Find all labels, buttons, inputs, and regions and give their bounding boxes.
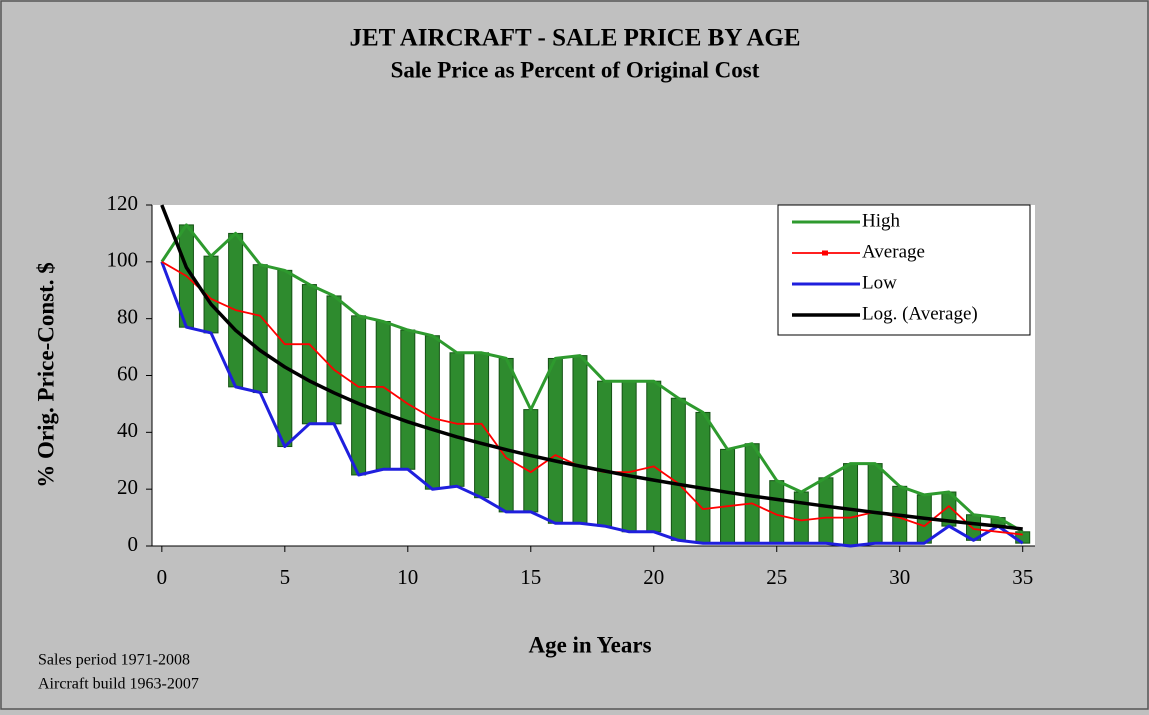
x-tick-label: 20 [643,565,664,589]
range-bar [498,357,514,513]
note: Aircraft build 1963-2007 [38,676,199,693]
x-tick-label: 0 [157,565,168,589]
series-line [160,223,1024,534]
y-tick-label: 20 [117,475,138,499]
legend-label: Log. (Average) [862,303,978,324]
range-bar [670,397,686,541]
range-bar [301,284,317,425]
range-bar [326,295,342,425]
chart-title: JET AIRCRAFT - SALE PRICE BY AGE [349,25,800,52]
note: Sales period 1971-2008 [38,652,190,669]
range-bar [793,491,809,544]
series-line [160,204,1023,531]
chart-subtitle: Sale Price as Percent of Original Cost [391,57,760,82]
y-tick-label: 40 [117,418,138,442]
series-line [160,261,1024,548]
legend-label: Average [862,241,925,262]
range-bar [646,380,662,533]
range-bar [597,380,613,527]
x-tick-label: 25 [766,565,787,589]
legend-marker [822,250,828,256]
range-bar [424,335,440,490]
range-bar [572,355,588,524]
range-bar [867,463,883,544]
x-tick-label: 30 [889,565,910,589]
range-bar [621,380,637,533]
range-bar [523,409,539,513]
x-axis-label: Age in Years [528,632,651,657]
range-bar [818,477,834,544]
range-bar [843,463,859,547]
y-tick-label: 0 [128,532,139,556]
range-bar [695,411,711,544]
x-tick-label: 15 [520,565,541,589]
range-bar [547,357,563,524]
range-bar [449,352,465,487]
range-bar [744,443,760,544]
y-tick-label: 80 [117,304,138,328]
range-bar [351,315,367,476]
x-tick-label: 10 [397,565,418,589]
range-bar [277,269,293,448]
range-bar [252,264,268,394]
y-tick-label: 100 [107,248,139,272]
y-axis-label: % Orig. Price-Const. $ [33,262,58,487]
x-tick-label: 35 [1012,565,1033,589]
legend-label: High [862,210,901,231]
x-tick-label: 5 [280,565,291,589]
legend-label: Low [862,272,897,293]
range-bar [375,321,391,470]
y-tick-label: 120 [107,191,139,215]
y-tick-label: 60 [117,361,138,385]
range-bar [720,448,736,544]
